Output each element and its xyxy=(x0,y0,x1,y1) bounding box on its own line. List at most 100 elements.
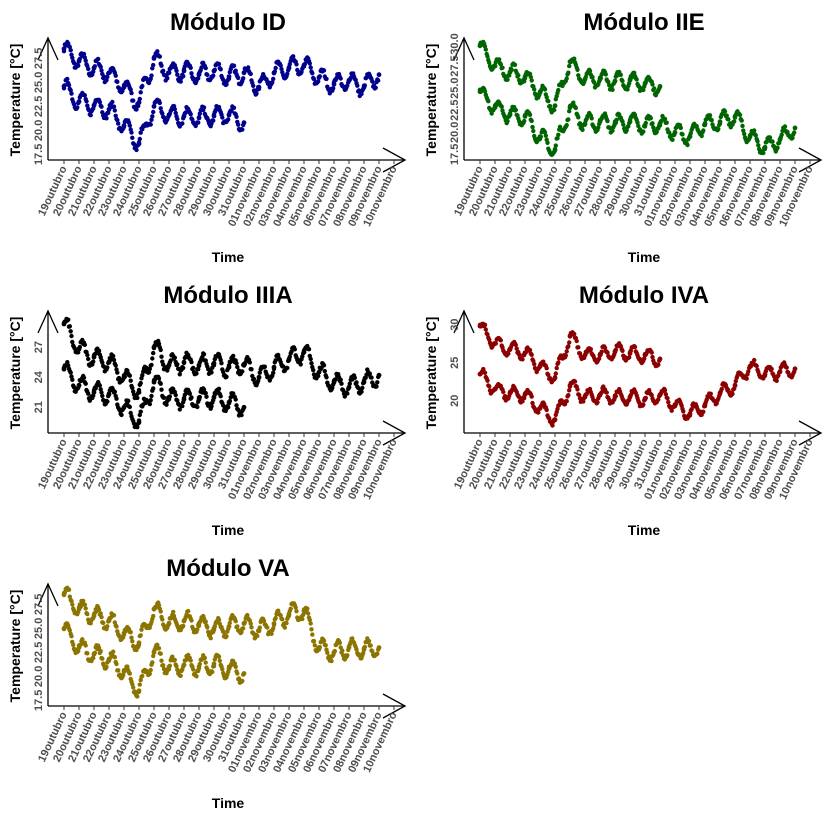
data-point xyxy=(68,329,73,334)
data-point xyxy=(195,404,200,410)
panel-title: Módulo IIIA xyxy=(163,282,292,309)
data-point xyxy=(234,403,239,408)
data-point xyxy=(61,626,67,631)
data-point xyxy=(779,132,784,137)
data-point xyxy=(744,376,749,381)
data-point xyxy=(196,362,202,368)
data-point xyxy=(139,627,144,632)
data-point xyxy=(61,321,67,327)
data-point xyxy=(166,394,172,400)
y-axis-arrow xyxy=(37,309,59,334)
data-point xyxy=(112,389,118,394)
series-1 xyxy=(61,76,247,153)
data-point xyxy=(545,140,550,145)
data-point xyxy=(82,342,88,347)
data-point xyxy=(689,407,694,412)
data-point xyxy=(293,605,298,610)
data-point xyxy=(218,67,223,72)
data-point xyxy=(477,371,483,377)
panel-title: Módulo IVA xyxy=(579,282,709,309)
data-point xyxy=(99,614,104,620)
data-point xyxy=(151,653,156,659)
data-point xyxy=(112,655,118,660)
data-point xyxy=(83,381,88,386)
data-point xyxy=(115,370,120,375)
data-point xyxy=(486,99,491,104)
data-point xyxy=(329,658,334,664)
data-point xyxy=(544,366,549,371)
data-point xyxy=(98,64,103,70)
x-axis-label: Time xyxy=(212,249,245,265)
data-point xyxy=(189,395,194,400)
data-point xyxy=(625,87,630,92)
data-point xyxy=(216,654,222,659)
data-point xyxy=(67,628,73,633)
data-point xyxy=(324,375,329,380)
y-tick-label: 20.0 xyxy=(449,122,461,143)
data-point xyxy=(529,78,534,83)
data-point xyxy=(338,76,343,81)
data-point xyxy=(98,611,103,616)
data-point xyxy=(498,62,503,67)
data-point xyxy=(635,120,640,125)
data-point xyxy=(181,359,187,365)
data-point xyxy=(376,72,382,78)
data-point xyxy=(240,127,245,132)
x-axis-arrow xyxy=(798,147,823,173)
data-point xyxy=(527,347,533,353)
data-point xyxy=(159,658,164,663)
data-point xyxy=(355,83,360,88)
data-point xyxy=(730,391,735,397)
data-point xyxy=(325,650,330,655)
data-point xyxy=(99,104,104,109)
data-point xyxy=(131,98,136,103)
data-point xyxy=(138,633,143,638)
data-point xyxy=(121,123,127,128)
data-point xyxy=(347,381,352,386)
data-point xyxy=(627,119,633,125)
data-point xyxy=(127,404,132,410)
data-point xyxy=(308,621,313,626)
data-point xyxy=(482,370,488,375)
data-point xyxy=(649,393,654,398)
data-point xyxy=(147,366,152,372)
data-point xyxy=(170,654,175,659)
data-point xyxy=(374,384,379,389)
data-point xyxy=(291,54,296,59)
data-point xyxy=(130,135,135,140)
data-point xyxy=(376,372,382,378)
data-point xyxy=(311,76,317,82)
data-point xyxy=(321,68,327,73)
data-point xyxy=(483,327,488,332)
data-point xyxy=(532,361,537,367)
data-point xyxy=(321,638,327,643)
y-tick-label: 17.5 xyxy=(449,144,461,165)
data-point xyxy=(241,76,246,81)
y-axis-label: Temperature [°C] xyxy=(7,590,23,703)
data-point xyxy=(702,402,708,407)
data-point xyxy=(717,119,723,125)
data-point xyxy=(672,129,678,135)
data-point xyxy=(211,68,217,74)
data-point xyxy=(740,123,745,129)
data-point xyxy=(171,609,176,615)
data-point xyxy=(233,397,238,402)
data-point xyxy=(537,406,543,411)
y-tick-label: 30.0 xyxy=(449,33,461,54)
data-point xyxy=(306,347,312,352)
data-point xyxy=(203,660,208,665)
data-point xyxy=(492,63,498,69)
data-point xyxy=(276,352,281,358)
data-point xyxy=(135,694,140,699)
data-point xyxy=(226,364,232,370)
data-point xyxy=(487,384,492,389)
data-point xyxy=(61,46,67,52)
data-point xyxy=(156,603,162,608)
data-point xyxy=(151,650,157,655)
data-point xyxy=(76,58,82,64)
data-point xyxy=(151,344,157,350)
data-point xyxy=(91,389,97,395)
data-point xyxy=(235,364,240,370)
data-point xyxy=(262,364,267,369)
